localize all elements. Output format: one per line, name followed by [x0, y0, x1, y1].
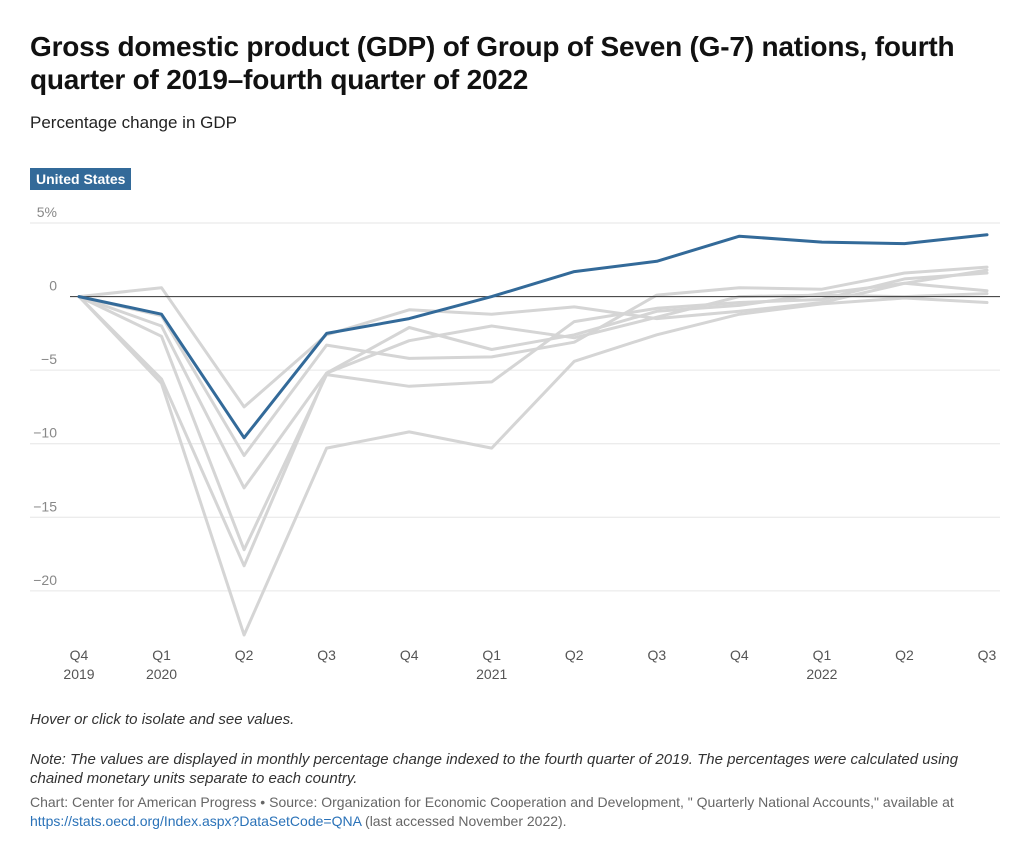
y-tick-label: −5 [41, 351, 57, 367]
highlight-series-tag[interactable]: United States [30, 168, 132, 190]
x-tick-label: Q2 [235, 647, 254, 663]
y-tick-label: −10 [33, 425, 57, 441]
x-tick-year-label: 2019 [63, 666, 94, 682]
series-line-other[interactable] [77, 281, 989, 409]
y-tick-label: −20 [33, 572, 57, 588]
series-line-other[interactable] [77, 292, 989, 490]
series-layer[interactable] [70, 233, 1000, 637]
series-line-other[interactable] [77, 265, 989, 457]
x-tick-year-label: 2022 [806, 666, 837, 682]
x-tick-label: Q1 [482, 647, 501, 663]
x-axis: Q4 2019 Q1 2020 Q2 Q3 Q4 Q1 2021 Q2 Q3 Q4 Q1 2022 Q2 Q3 [63, 647, 996, 682]
x-tick-label: Q2 [565, 647, 584, 663]
chart-source: Chart: Center for American Progress • So… [30, 793, 1010, 831]
source-text: Chart: Center for American Progress • So… [30, 794, 954, 810]
x-tick-label: Q4 [730, 647, 749, 663]
series-line-other[interactable] [77, 295, 989, 637]
x-tick-label: Q1 [152, 647, 171, 663]
x-tick-label: Q2 [895, 647, 914, 663]
y-tick-label: −15 [33, 498, 57, 514]
chart-title: Gross domestic product (GDP) of Group of… [30, 31, 955, 95]
y-tick-label: 5% [37, 204, 57, 220]
x-tick-year-label: 2021 [476, 666, 507, 682]
y-axis: 5% 0 −5 −10 −15 −20 [33, 204, 57, 588]
y-tick-label: 0 [49, 278, 57, 294]
source-text-after: (last accessed November 2022). [361, 813, 567, 829]
series-line-united-states[interactable] [77, 233, 989, 440]
x-tick-label: Q4 [400, 647, 419, 663]
series-line-other[interactable] [77, 268, 989, 568]
x-tick-label: Q3 [647, 647, 666, 663]
series-line-other[interactable] [77, 271, 989, 552]
x-tick-label: Q3 [978, 647, 997, 663]
x-tick-year-label: 2020 [146, 666, 177, 682]
chart-note: Note: The values are displayed in monthl… [30, 751, 959, 787]
x-tick-label: Q3 [317, 647, 336, 663]
source-link[interactable]: https://stats.oecd.org/Index.aspx?DataSe… [30, 813, 362, 829]
x-tick-label: Q4 [70, 647, 89, 663]
interaction-hint: Hover or click to isolate and see values… [30, 711, 295, 728]
chart-subtitle: Percentage change in GDP [30, 113, 237, 132]
x-tick-label: Q1 [813, 647, 832, 663]
grid-layer [30, 222, 1000, 592]
